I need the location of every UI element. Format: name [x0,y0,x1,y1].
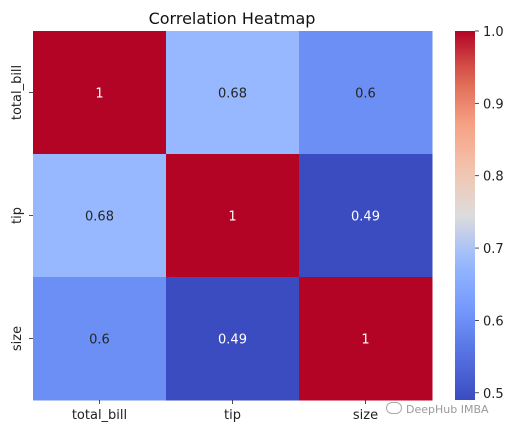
y-tick-label: total_bill [10,65,25,120]
heatmap-cell [299,154,433,278]
cell-annotation: 1 [228,210,236,225]
heatmap-cell [166,154,300,278]
cell-annotation: 0.49 [351,210,380,225]
x-tick-label: size [353,408,378,423]
colorbar-tick-label: 0.9 [483,97,504,112]
colorbar-tick-label: 0.7 [483,242,504,257]
y-tick-label: tip [10,207,25,224]
cell-annotation: 0.68 [85,210,114,225]
watermark-text: DeepHub IMBA [406,403,489,416]
heatmap-cell [33,277,167,401]
colorbar-tick-label: 1.0 [483,25,504,40]
cell-annotation: 0.49 [218,333,247,348]
colorbar: 0.5 0.6 0.7 0.8 0.9 1.0 [455,25,504,402]
wechat-icon [386,402,402,414]
cell-annotation: 1 [361,333,369,348]
heatmap-cell [33,154,167,278]
x-tick-label: total_bill [72,408,127,423]
colorbar-gradient [455,31,475,400]
colorbar-tick-label: 0.5 [483,387,504,402]
heatmap-cell [299,31,433,155]
cell-annotation: 0.6 [89,333,110,348]
colorbar-tick-label: 0.8 [483,170,504,185]
chart-title: Correlation Heatmap [149,9,316,28]
cell-annotation: 1 [95,87,103,102]
heatmap-cells: 1 0.68 0.6 0.68 1 0.49 0.6 0.49 1 [33,31,433,401]
heatmap-cell [166,31,300,155]
x-tick-label: tip [224,408,241,423]
y-tick-label: size [10,326,25,351]
heatmap-cell [166,277,300,401]
heatmap-cell [33,31,167,155]
heatmap-cell [299,277,433,401]
cell-annotation: 0.68 [218,87,247,102]
cell-annotation: 0.6 [355,87,376,102]
colorbar-tick-label: 0.6 [483,314,504,329]
watermark: DeepHub IMBA [386,402,489,416]
